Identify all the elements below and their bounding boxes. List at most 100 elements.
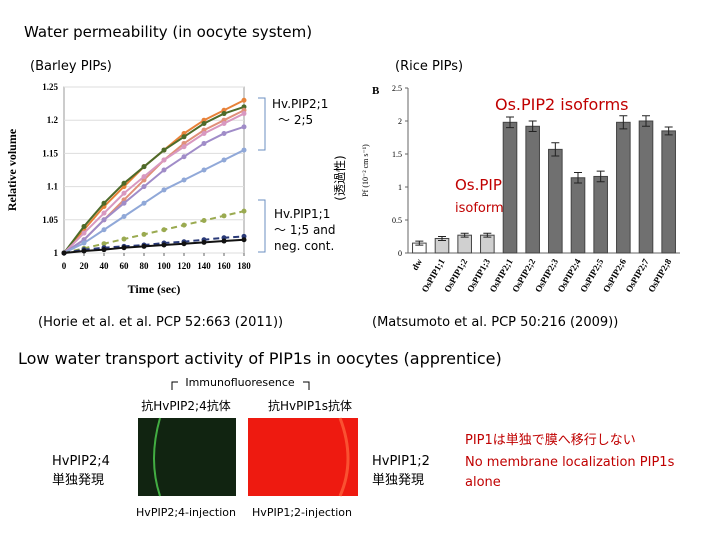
bar <box>661 130 676 254</box>
series-line <box>63 235 245 254</box>
x-tick-label: 180 <box>237 261 251 271</box>
axis-note: (透過性) <box>333 155 347 200</box>
bar <box>548 148 563 254</box>
citation: (Matsumoto et al. PCP 50:216 (2009)) <box>372 315 618 330</box>
point <box>141 164 147 170</box>
label: 抗HvPIP2;4抗体 <box>141 398 230 413</box>
y-tick-label: 1.05 <box>42 215 58 225</box>
point <box>121 180 127 186</box>
point <box>241 97 247 103</box>
bar <box>593 175 608 254</box>
point <box>141 200 147 206</box>
series-line <box>63 210 245 254</box>
point <box>241 208 247 214</box>
panel-label: B <box>372 85 380 97</box>
point <box>101 241 107 247</box>
point <box>181 144 187 150</box>
point <box>121 190 127 196</box>
x-tick-label: 80 <box>140 261 150 271</box>
bar <box>638 120 654 254</box>
point <box>201 217 207 223</box>
point <box>221 111 227 117</box>
point <box>181 177 187 183</box>
point <box>221 130 227 136</box>
point <box>81 240 87 246</box>
annotation: Os.PIP1 <box>455 176 511 194</box>
annotation: 〜 2;5 <box>278 113 313 127</box>
annotation: Os.PIP2 isoforms <box>495 95 629 114</box>
error-bar <box>528 120 537 133</box>
conclusion: No membrane localization PIP1s <box>465 455 675 470</box>
annotation: isoforms <box>455 201 511 216</box>
y-tick-label: 1.15 <box>42 148 58 158</box>
y-tick-label: 0 <box>398 249 402 258</box>
image-tint <box>138 418 236 496</box>
bar <box>480 234 495 254</box>
point <box>201 167 207 173</box>
point <box>161 187 167 193</box>
point <box>101 247 107 253</box>
x-tick-label: 160 <box>217 261 231 271</box>
error-bar <box>596 170 605 183</box>
caption: (Rice PIPs) <box>395 59 463 74</box>
x-tick-label: dw <box>410 257 425 272</box>
series-line <box>63 105 245 254</box>
point <box>201 121 207 127</box>
title: Water permeability (in oocyte system) <box>24 23 312 41</box>
membrane <box>338 417 350 497</box>
error-bar <box>438 236 446 241</box>
citation: (Horie et al. et al. PCP 52:663 (2011)) <box>38 315 283 330</box>
point <box>141 184 147 190</box>
label: HvPIP2;4 <box>52 454 110 469</box>
x-tick-label: 40 <box>100 261 110 271</box>
series-line <box>63 112 245 254</box>
series-line <box>63 238 245 254</box>
x-tick-label: 120 <box>177 261 191 271</box>
bar <box>570 177 586 254</box>
label: 単独発現 <box>52 472 104 488</box>
error-bar <box>506 116 514 129</box>
point <box>121 236 127 242</box>
point <box>121 245 127 251</box>
point <box>181 241 187 247</box>
series-line <box>63 125 245 254</box>
y-axis-label: Relative volume <box>5 128 19 211</box>
error-bar <box>460 232 469 238</box>
point <box>101 200 107 206</box>
label: HvPIP1;2-injection <box>252 506 352 519</box>
x-tick-label: 140 <box>197 261 211 271</box>
heading: Low water transport activity of PIP1s in… <box>18 349 502 368</box>
point <box>141 231 147 237</box>
y-tick-label: 1 <box>54 248 59 258</box>
bar <box>616 121 631 254</box>
error-bar <box>574 171 582 184</box>
y-tick-label: 2.5 <box>392 84 402 93</box>
x-axis-label: Time (sec) <box>128 282 181 296</box>
y-tick-label: 0.5 <box>392 216 402 225</box>
y-tick-label: 1 <box>398 183 402 192</box>
point <box>221 121 227 127</box>
image <box>248 418 358 496</box>
point <box>241 111 247 117</box>
label: HvPIP1;2 <box>372 454 430 469</box>
error-bar <box>619 115 628 130</box>
series-line <box>63 149 245 254</box>
error-bar <box>642 115 650 127</box>
label: 抗HvPIP1s抗体 <box>268 398 352 413</box>
annotation: 〜 1;5 and <box>274 223 336 237</box>
point <box>161 242 167 248</box>
annotation: neg. cont. <box>274 239 334 253</box>
bracket <box>258 97 266 151</box>
x-tick-label: 0 <box>62 261 67 271</box>
point <box>241 124 247 130</box>
annotation: Hv.PIP2;1 <box>272 97 328 111</box>
bracket <box>171 381 310 390</box>
y-tick-label: 1.5 <box>392 150 402 159</box>
bar <box>525 125 540 254</box>
membrane <box>153 417 161 497</box>
point <box>221 238 227 244</box>
point <box>161 167 167 173</box>
x-tick-label: 20 <box>80 261 90 271</box>
point <box>81 230 87 236</box>
